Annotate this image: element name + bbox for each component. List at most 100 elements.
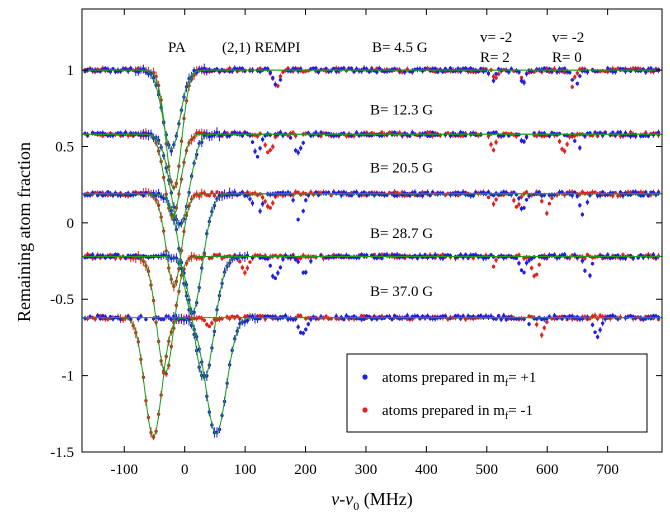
data-point-minus [121, 317, 125, 322]
data-point-plus [603, 131, 607, 135]
field-label: B= 12.3 G [370, 102, 433, 118]
data-point-minus [296, 314, 300, 318]
data-point-minus [293, 134, 298, 138]
data-point-plus [542, 317, 547, 321]
data-point-plus [519, 139, 524, 143]
data-point-plus [342, 66, 346, 70]
data-point-minus [301, 69, 305, 74]
data-point-plus [304, 327, 308, 332]
data-point-plus [441, 70, 445, 74]
data-point-plus [243, 193, 247, 198]
data-point-plus [375, 317, 379, 321]
data-point-plus [410, 130, 415, 135]
data-point-plus [573, 139, 577, 143]
y-axis-label: Remaining atom fraction [14, 142, 34, 322]
data-point-plus [618, 130, 623, 135]
data-point-plus [268, 264, 272, 268]
data-point-minus [517, 202, 521, 207]
data-point-minus [238, 259, 242, 264]
fit-curve-minus [82, 256, 662, 374]
x-tick-label: 700 [596, 462, 619, 478]
data-point-minus [519, 195, 524, 199]
data-point-plus [430, 130, 435, 135]
data-point-minus [400, 70, 404, 74]
data-point-plus [491, 130, 496, 135]
data-point-minus [441, 253, 445, 257]
data-point-plus [233, 190, 237, 195]
data-point-minus [616, 66, 620, 71]
data-point-plus [570, 78, 574, 82]
data-point-plus [479, 66, 483, 71]
data-point-plus [263, 256, 267, 261]
data-point-plus [583, 134, 587, 138]
data-point-minus [598, 314, 602, 318]
x-axis-label: ν-ν0 (MHz) [331, 489, 412, 513]
data-point-minus [207, 256, 212, 260]
data-point-plus [324, 66, 328, 71]
data-point-plus [377, 253, 382, 257]
data-point-plus [623, 256, 628, 260]
data-point-minus [534, 272, 539, 277]
data-point-minus [567, 135, 572, 139]
data-point-plus [352, 314, 356, 318]
data-point-plus [202, 66, 206, 71]
data-point-plus [296, 325, 300, 329]
data-point-plus [113, 252, 118, 257]
data-point-plus [590, 261, 595, 266]
data-point-plus [423, 66, 427, 71]
data-point-plus [266, 257, 270, 261]
data-point-plus [618, 190, 623, 195]
data-point-minus [529, 266, 534, 270]
data-point-plus [118, 317, 123, 321]
data-point-minus [512, 198, 516, 203]
data-point-plus [537, 190, 541, 194]
data-point-minus [255, 134, 260, 138]
data-point-plus [552, 314, 557, 318]
data-point-plus [260, 137, 265, 142]
data-point-plus [296, 217, 300, 222]
data-point-minus [461, 134, 465, 138]
data-point-plus [474, 190, 478, 194]
data-point-plus [469, 66, 473, 71]
data-point-minus [491, 202, 496, 206]
data-point-minus [212, 193, 217, 198]
data-point-plus [403, 254, 407, 258]
data-point-plus [580, 212, 585, 217]
data-point-plus [573, 253, 577, 257]
data-point-minus [540, 199, 544, 203]
data-point-minus [205, 322, 209, 327]
data-point-plus [557, 131, 562, 136]
data-point-plus [550, 70, 554, 74]
data-point-plus [644, 190, 648, 195]
data-point-minus [271, 145, 275, 149]
data-point-minus [496, 72, 501, 76]
data-point-plus [273, 276, 278, 280]
data-point-minus [281, 193, 285, 198]
data-point-plus [446, 69, 450, 73]
field-label: B= 4.5 G [372, 40, 428, 56]
data-point-plus [299, 330, 303, 335]
data-point-plus [534, 317, 539, 321]
data-point-plus [578, 146, 582, 150]
data-point-plus [85, 133, 90, 137]
data-point-plus [476, 69, 481, 74]
data-point-minus [331, 253, 336, 257]
legend-entry-plus: atoms prepared in mf= +1 [382, 370, 536, 389]
data-point-minus [471, 256, 475, 260]
data-point-plus [461, 314, 465, 318]
data-point-minus [463, 317, 468, 321]
data-point-plus [471, 253, 475, 257]
data-point-plus [362, 317, 366, 321]
data-point-minus [258, 131, 262, 136]
data-point-minus [268, 148, 272, 152]
data-point-plus [489, 253, 493, 257]
data-point-minus [93, 317, 97, 321]
data-point-minus [387, 130, 392, 135]
data-point-plus [385, 253, 389, 257]
data-point-plus [639, 193, 643, 198]
data-point-plus [507, 70, 511, 74]
data-point-plus [611, 130, 615, 135]
data-point-plus [319, 130, 323, 135]
data-point-minus [542, 326, 547, 330]
data-point-plus [590, 323, 595, 327]
